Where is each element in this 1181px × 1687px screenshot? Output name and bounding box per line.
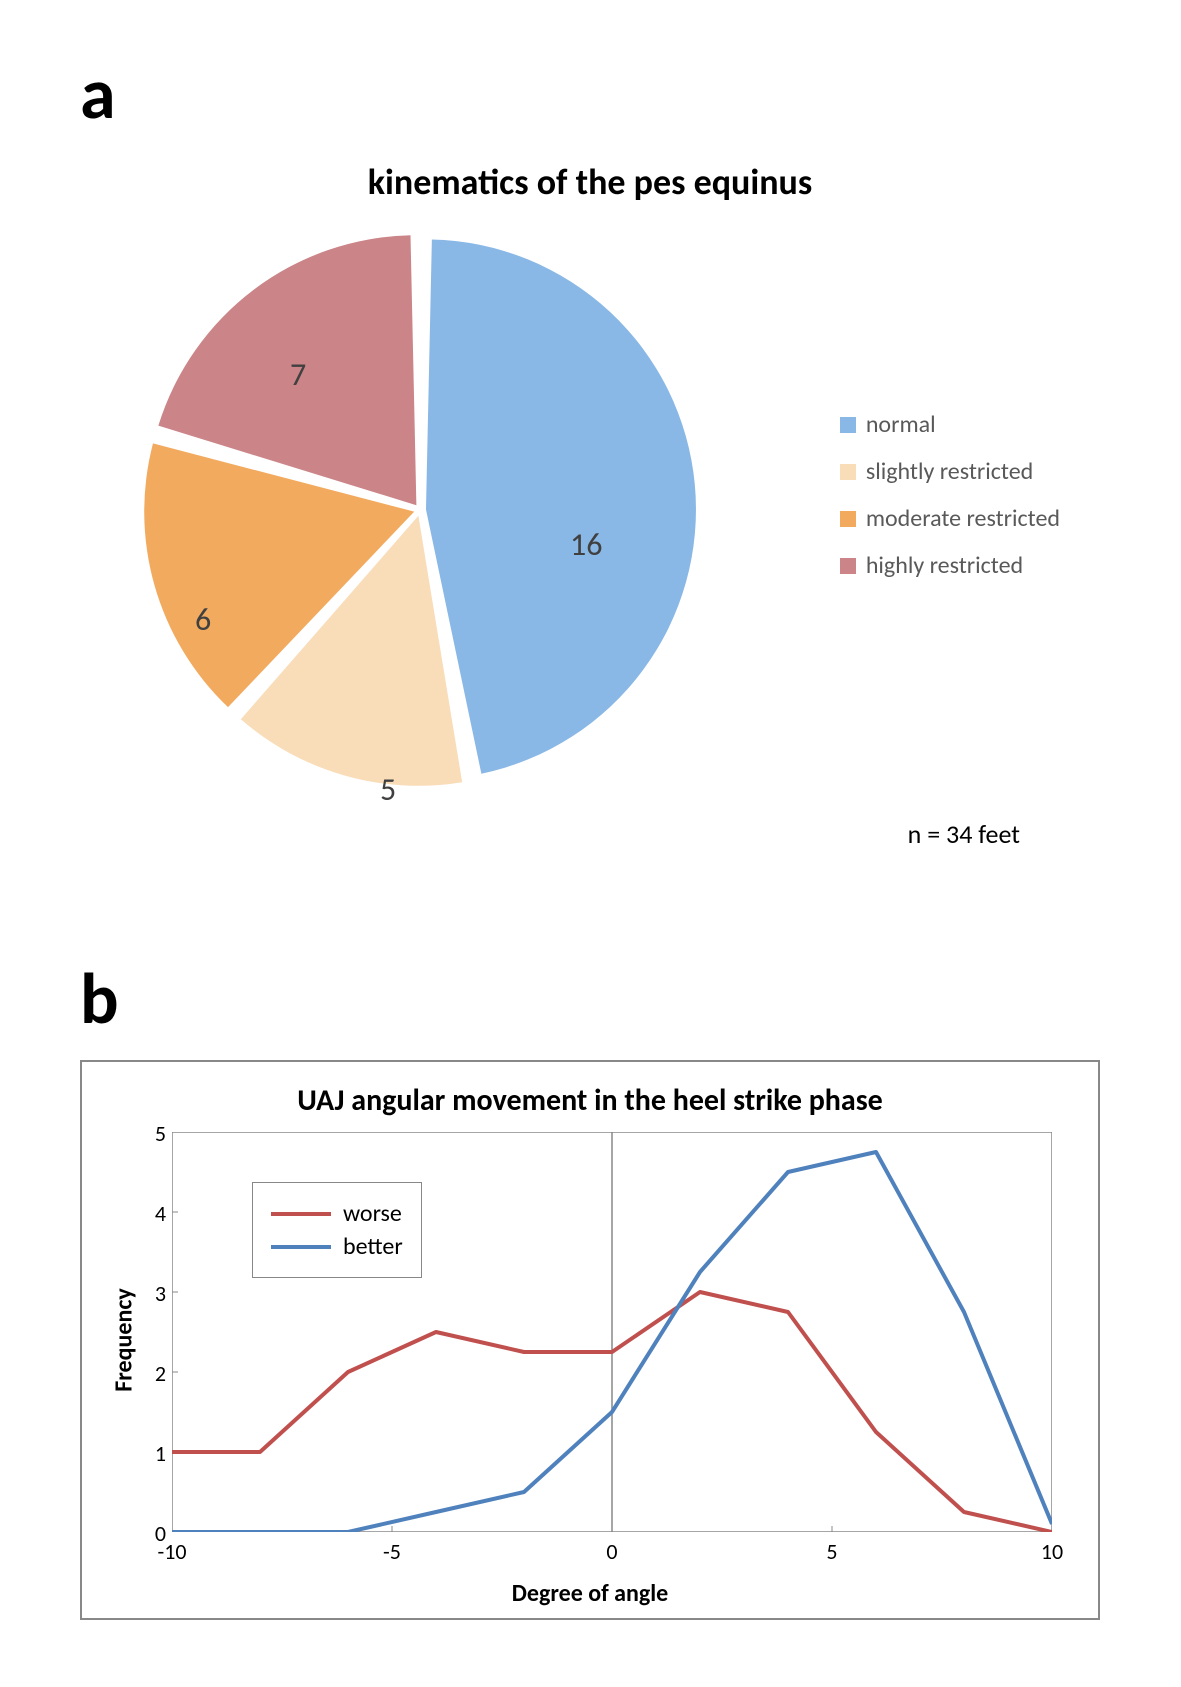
slice-value-label: 7 <box>290 355 306 394</box>
pie-svg <box>140 230 700 790</box>
y-tick-label: 1 <box>142 1440 166 1467</box>
pie-legend: normal slightly restricted moderate restri… <box>840 410 1060 598</box>
legend-swatch <box>840 558 856 574</box>
y-tick-label: 5 <box>142 1120 166 1147</box>
panel-label-b: b <box>80 955 119 1043</box>
slice-value-label: 5 <box>380 770 396 809</box>
x-tick-label: 10 <box>1037 1538 1067 1565</box>
legend-label: normal <box>866 410 936 439</box>
y-axis-label: Frequency <box>109 1288 138 1392</box>
slice-value-label: 16 <box>570 525 602 564</box>
panel-b-line-chart: UAJ angular movement in the heel strike … <box>80 1060 1100 1620</box>
legend-label: better <box>343 1232 403 1261</box>
x-tick-label: -5 <box>377 1538 407 1565</box>
legend-swatch <box>840 511 856 527</box>
line-legend: worse better <box>252 1182 422 1278</box>
x-tick-label: 0 <box>597 1538 627 1565</box>
legend-item: moderate restricted <box>840 504 1060 533</box>
legend-label: slightly restricted <box>866 457 1033 486</box>
slice-value-label: 6 <box>195 600 211 639</box>
y-tick-label: 3 <box>142 1280 166 1307</box>
legend-line-swatch <box>271 1212 331 1216</box>
n-label: n = 34 feet <box>908 818 1020 850</box>
legend-swatch <box>840 417 856 433</box>
y-tick-label: 2 <box>142 1360 166 1387</box>
legend-item: slightly restricted <box>840 457 1060 486</box>
legend-item: better <box>271 1232 403 1261</box>
line-chart-title: UAJ angular movement in the heel strike … <box>82 1082 1098 1119</box>
legend-label: worse <box>343 1199 402 1228</box>
legend-item: normal <box>840 410 1060 439</box>
y-tick-label: 4 <box>142 1200 166 1227</box>
panel-a-pie-chart: kinematics of the pes equinus 16 5 6 7 norm… <box>80 160 1100 860</box>
y-tick-label: 0 <box>142 1520 166 1547</box>
legend-label: moderate restricted <box>866 504 1060 533</box>
legend-item: worse <box>271 1199 403 1228</box>
x-tick-label: 5 <box>817 1538 847 1565</box>
legend-line-swatch <box>271 1245 331 1249</box>
panel-label-a: a <box>80 50 116 138</box>
pie-chart-title: kinematics of the pes equinus <box>80 160 1100 204</box>
x-axis-label: Degree of angle <box>82 1579 1098 1608</box>
pie-slice <box>426 240 696 774</box>
legend-item: highly restricted <box>840 551 1060 580</box>
legend-label: highly restricted <box>866 551 1023 580</box>
legend-swatch <box>840 464 856 480</box>
